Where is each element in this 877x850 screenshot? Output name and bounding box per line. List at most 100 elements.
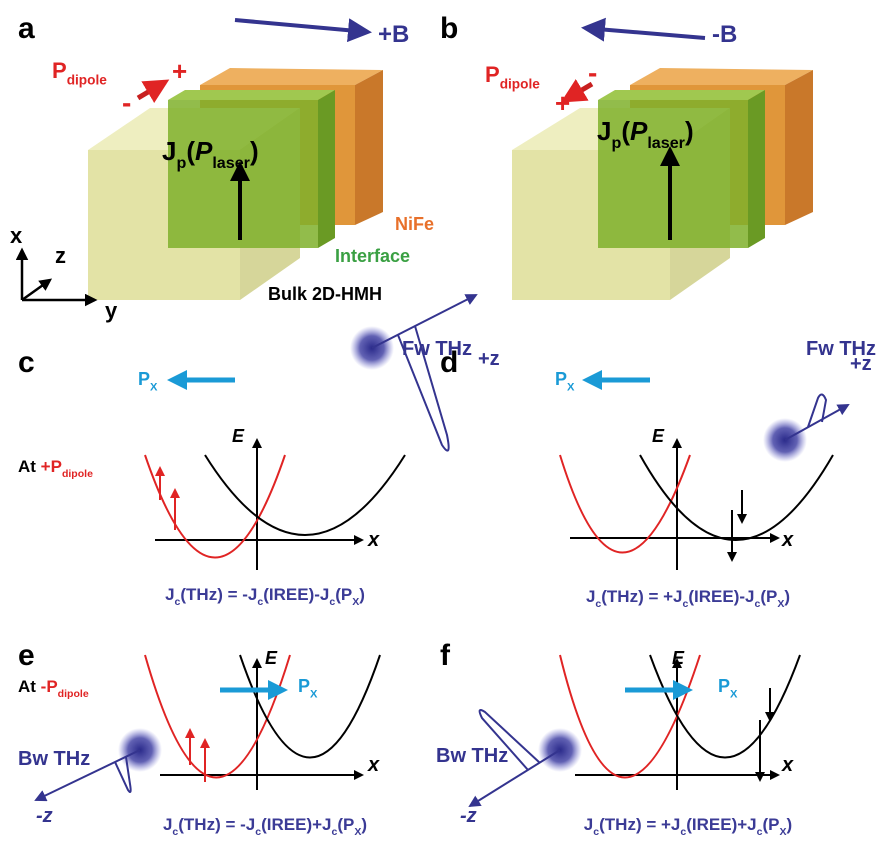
text-segment: (: [621, 116, 630, 146]
text-segment: (P: [762, 815, 779, 834]
text-segment: X: [567, 381, 575, 393]
panel-label: a: [18, 12, 35, 45]
text-segment: P: [555, 369, 567, 389]
label-text: -: [122, 87, 131, 118]
text-segment: -B: [712, 21, 737, 48]
text-segment: x: [781, 754, 794, 776]
text-segment: P: [195, 136, 213, 166]
text-segment: Fw THz: [402, 338, 472, 360]
text-segment: -z: [36, 805, 53, 827]
interface-top: [598, 90, 765, 100]
text-segment: Bw THz: [18, 748, 90, 770]
text-segment: J: [597, 116, 611, 146]
label-text: +z: [478, 348, 500, 370]
panel-label: c: [18, 346, 35, 379]
text-segment: E: [652, 426, 665, 446]
text-segment: E: [265, 648, 278, 668]
interface-side: [318, 90, 335, 248]
figure: abcdefPdipole+-+BJp(Plaser)NiFeInterface…: [0, 0, 877, 850]
text-segment: y: [105, 298, 118, 323]
text-segment: X: [310, 688, 318, 700]
text-segment: p: [176, 154, 186, 172]
text-segment: +: [555, 88, 570, 118]
text-segment: X: [354, 826, 361, 838]
text-segment: dipole: [58, 688, 89, 700]
text-segment: At: [18, 457, 41, 476]
label-text: Pdipole: [52, 58, 107, 88]
label-text: +B: [378, 21, 409, 48]
text-segment: dipole: [67, 73, 108, 88]
text-segment: (THz) = -J: [178, 815, 255, 834]
label-text: -B: [712, 21, 737, 48]
text-segment: x: [781, 529, 794, 551]
label-text: z: [55, 243, 66, 268]
text-segment: E: [672, 648, 685, 668]
text-segment: ): [359, 585, 365, 604]
text-segment: x: [10, 223, 23, 248]
text-segment: dipole: [62, 468, 93, 480]
interface-front: [168, 100, 318, 248]
label-text: Jc(THz) = +Jc(IREE)+Jc(PX): [584, 815, 792, 838]
label-text: Fw THz: [402, 338, 472, 360]
text-segment: (IREE)+J: [686, 815, 756, 834]
text-segment: Interface: [335, 246, 410, 266]
label-text: -z: [460, 805, 477, 827]
label-text: +: [555, 88, 570, 118]
text-segment: X: [150, 381, 158, 393]
label-text: -z: [36, 805, 53, 827]
nife-side: [785, 70, 813, 225]
text-segment: J: [165, 585, 174, 604]
nife-top: [200, 68, 383, 85]
text-segment: +P: [41, 457, 62, 476]
nife-side: [355, 70, 383, 225]
text-segment: (IREE)-J: [263, 585, 329, 604]
interface-top: [168, 90, 335, 100]
band-black: [240, 655, 380, 758]
panel-label: f: [440, 639, 451, 672]
text-segment: (P: [337, 815, 354, 834]
text-segment: X: [779, 826, 786, 838]
axis-z: [22, 280, 50, 300]
text-segment: ): [685, 116, 694, 146]
text-segment: X: [352, 596, 359, 608]
page: abcdefPdipole+-+BJp(Plaser)NiFeInterface…: [0, 0, 877, 850]
text-segment: -: [588, 57, 597, 88]
text-segment: -z: [460, 805, 477, 827]
text-segment: Bulk 2D-HMH: [268, 284, 382, 304]
label-text: Bulk 2D-HMH: [268, 284, 382, 304]
text-segment: NiFe: [395, 214, 434, 234]
label-text: E: [652, 426, 665, 446]
text-segment: z: [55, 243, 66, 268]
band-black: [640, 455, 833, 540]
text-segment: E: [232, 426, 245, 446]
label-text: x: [781, 754, 794, 776]
text-segment: (THz) = +J: [601, 587, 682, 606]
label-text: +z: [850, 353, 872, 375]
label-text: PX: [298, 676, 318, 700]
text-segment: +z: [478, 348, 500, 370]
text-segment: +: [172, 56, 187, 86]
text-segment: J: [586, 587, 595, 606]
text-segment: x: [367, 529, 380, 551]
text-segment: ): [784, 587, 790, 606]
text-segment: ): [250, 136, 259, 166]
label-text: At +Pdipole: [18, 457, 93, 480]
field-arrow: [585, 28, 705, 38]
text-segment: Bw THz: [436, 745, 508, 767]
label-text: x: [781, 529, 794, 551]
text-segment: laser: [647, 134, 685, 152]
label-text: E: [232, 426, 245, 446]
label-text: E: [672, 648, 685, 668]
text-segment: P: [138, 369, 150, 389]
label-text: Interface: [335, 246, 410, 266]
text-segment: P: [718, 676, 730, 696]
text-segment: +z: [850, 353, 872, 375]
text-segment: ): [787, 815, 793, 834]
text-segment: X: [777, 598, 784, 610]
text-segment: x: [367, 754, 380, 776]
label-text: x: [367, 754, 380, 776]
text-segment: P: [485, 62, 500, 87]
text-segment: (P: [760, 587, 777, 606]
interface-side: [748, 90, 765, 248]
label-text: Jc(THz) = -Jc(IREE)+Jc(PX): [163, 815, 367, 838]
